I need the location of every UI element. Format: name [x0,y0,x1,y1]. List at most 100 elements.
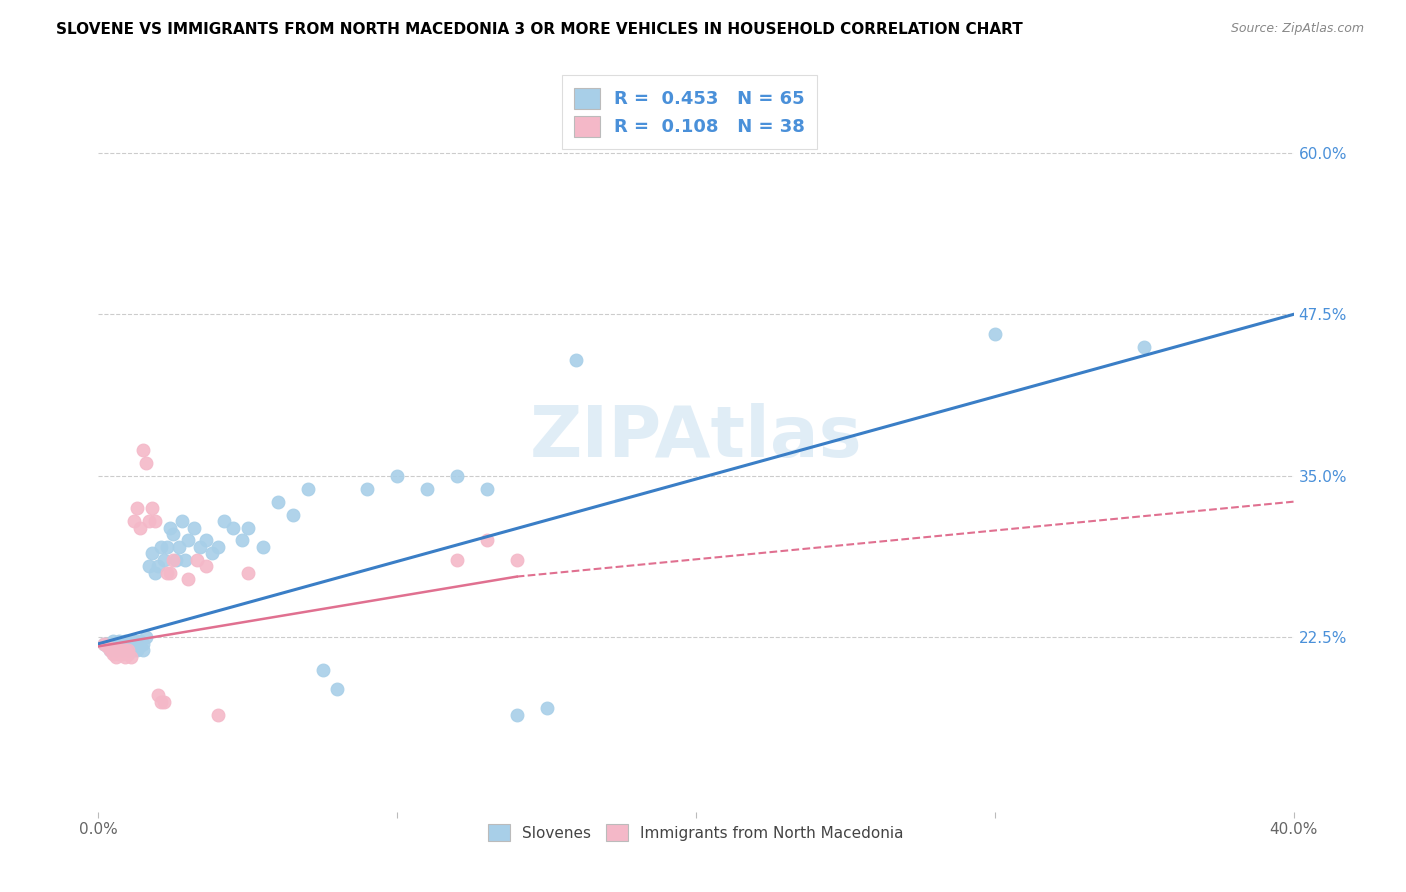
Point [446,553,468,567]
Point [174,553,197,567]
Point [186,553,208,567]
Point [114,634,136,648]
Point [385,468,409,483]
Point [98,643,122,657]
Point [105,643,128,657]
Point [148,559,170,574]
Point [222,520,245,534]
Text: ZIPAtlas: ZIPAtlas [530,402,862,472]
Point [143,514,166,528]
Point [156,566,179,580]
Point [93,637,115,651]
Point [506,553,529,567]
Point [984,326,1007,341]
Point [141,546,163,560]
Point [565,352,588,367]
Point [150,540,173,554]
Point [231,533,253,548]
Point [108,634,131,648]
Y-axis label: 3 or more Vehicles in Household: 3 or more Vehicles in Household [0,319,7,555]
Point [141,501,163,516]
Point [267,494,290,508]
Point [297,482,319,496]
Point [114,640,136,654]
Point [195,559,218,574]
Point [108,647,131,661]
Point [177,572,200,586]
Point [138,559,160,574]
Point [124,634,146,648]
Point [162,553,184,567]
Point [159,566,181,580]
Point [105,643,128,657]
Point [108,643,131,657]
Point [93,637,115,651]
Point [356,482,378,496]
Point [111,643,134,657]
Point [135,630,157,644]
Point [1133,340,1156,354]
Text: Source: ZipAtlas.com: Source: ZipAtlas.com [1230,22,1364,36]
Point [127,501,149,516]
Point [195,533,218,548]
Point [165,553,187,567]
Point [172,514,194,528]
Point [177,533,200,548]
Legend: Slovenes, Immigrants from North Macedonia: Slovenes, Immigrants from North Macedoni… [481,816,911,849]
Point [311,663,333,677]
Point [281,508,304,522]
Point [96,640,118,654]
Point [111,643,134,657]
Point [207,540,229,554]
Point [127,643,149,657]
Point [124,643,146,657]
Point [475,533,498,548]
Point [114,649,136,664]
Point [236,566,259,580]
Point [236,520,259,534]
Point [150,695,173,709]
Point [120,634,142,648]
Point [446,468,468,483]
Point [108,640,131,654]
Point [117,647,139,661]
Point [117,637,139,651]
Point [201,546,224,560]
Point [132,643,155,657]
Point [105,649,128,664]
Point [129,520,152,534]
Point [162,527,184,541]
Point [183,520,205,534]
Point [207,707,229,722]
Point [212,514,235,528]
Point [159,520,181,534]
Point [156,540,179,554]
Point [124,514,146,528]
Point [129,634,152,648]
Point [129,640,152,654]
Point [120,640,142,654]
Point [111,647,134,661]
Point [475,482,498,496]
Point [148,689,170,703]
Point [188,540,211,554]
Point [132,442,155,457]
Point [167,540,190,554]
Point [111,637,134,651]
Point [326,681,349,696]
Point [114,643,136,657]
Point [103,647,125,661]
Point [252,540,274,554]
Point [103,634,125,648]
Point [98,643,122,657]
Text: SLOVENE VS IMMIGRANTS FROM NORTH MACEDONIA 3 OR MORE VEHICLES IN HOUSEHOLD CORRE: SLOVENE VS IMMIGRANTS FROM NORTH MACEDON… [56,22,1024,37]
Point [103,640,125,654]
Point [132,637,155,651]
Point [506,707,529,722]
Point [117,643,139,657]
Point [153,695,176,709]
Point [135,456,157,470]
Point [96,640,118,654]
Point [153,553,176,567]
Point [103,643,125,657]
